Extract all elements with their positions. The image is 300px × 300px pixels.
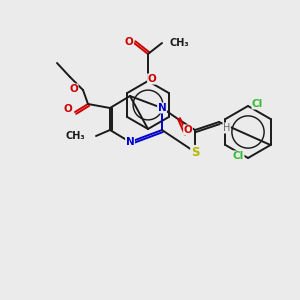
Text: O: O [63,104,72,114]
Text: O: O [184,125,192,135]
Text: CH₃: CH₃ [65,131,85,141]
Text: O: O [69,84,78,94]
Text: S: S [191,146,199,158]
Text: O: O [148,74,156,84]
Text: CH₃: CH₃ [170,38,190,48]
Text: O: O [124,37,134,47]
Text: Cl: Cl [252,99,263,109]
Text: N: N [158,103,166,113]
Text: Cl: Cl [233,151,244,161]
Text: H: H [223,123,230,133]
Text: N: N [126,137,134,147]
